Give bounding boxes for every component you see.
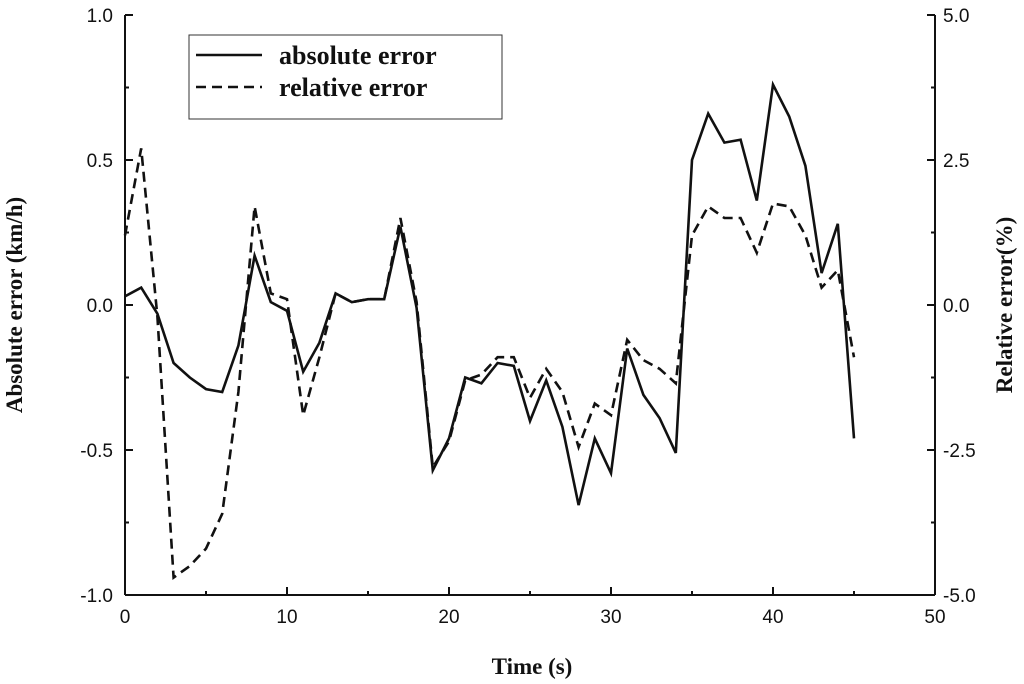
y-left-tick-label: -0.5 (80, 441, 113, 462)
series-line-relative-error (123, 148, 856, 581)
x-axis-ticks: 0 10 20 30 40 50 (120, 587, 946, 628)
y-right-tick-label: 2.5 (943, 151, 969, 172)
y-left-tick-label: 0.0 (87, 296, 113, 317)
y-right-tick-label: 5.0 (943, 6, 969, 27)
series-line-absolute-error (124, 80, 856, 506)
y-right-tick-label: -5.0 (943, 586, 976, 607)
y-right-tick-label: -2.5 (943, 441, 976, 462)
series-layer (123, 80, 856, 581)
y-left-tick-label: -1.0 (80, 586, 113, 607)
x-axis-title: Time (s) (492, 654, 573, 679)
x-tick-label: 30 (600, 607, 621, 628)
legend-box (188, 34, 503, 120)
x-tick-label: 0 (120, 607, 131, 628)
x-tick-label: 10 (276, 607, 297, 628)
y-right-tick-label: 0.0 (943, 296, 969, 317)
y-right-axis-title: Relative error(%) (992, 217, 1017, 393)
x-tick-label: 40 (762, 607, 783, 628)
y-right-axis-ticks: -5.0 -2.5 0.0 2.5 5.0 (927, 6, 976, 607)
legend-label-relative-error: relative error (279, 73, 427, 102)
x-tick-label: 50 (924, 607, 945, 628)
legend-label-absolute-error: absolute error (279, 41, 437, 70)
y-left-axis-ticks: -1.0 -0.5 0.0 0.5 1.0 (80, 6, 133, 607)
y-left-tick-label: 1.0 (87, 6, 113, 27)
y-left-axis-title: Absolute error (km/h) (2, 197, 27, 413)
legend: absolute error relative error (188, 34, 503, 120)
y-left-tick-label: 0.5 (87, 151, 113, 172)
x-tick-label: 20 (438, 607, 459, 628)
